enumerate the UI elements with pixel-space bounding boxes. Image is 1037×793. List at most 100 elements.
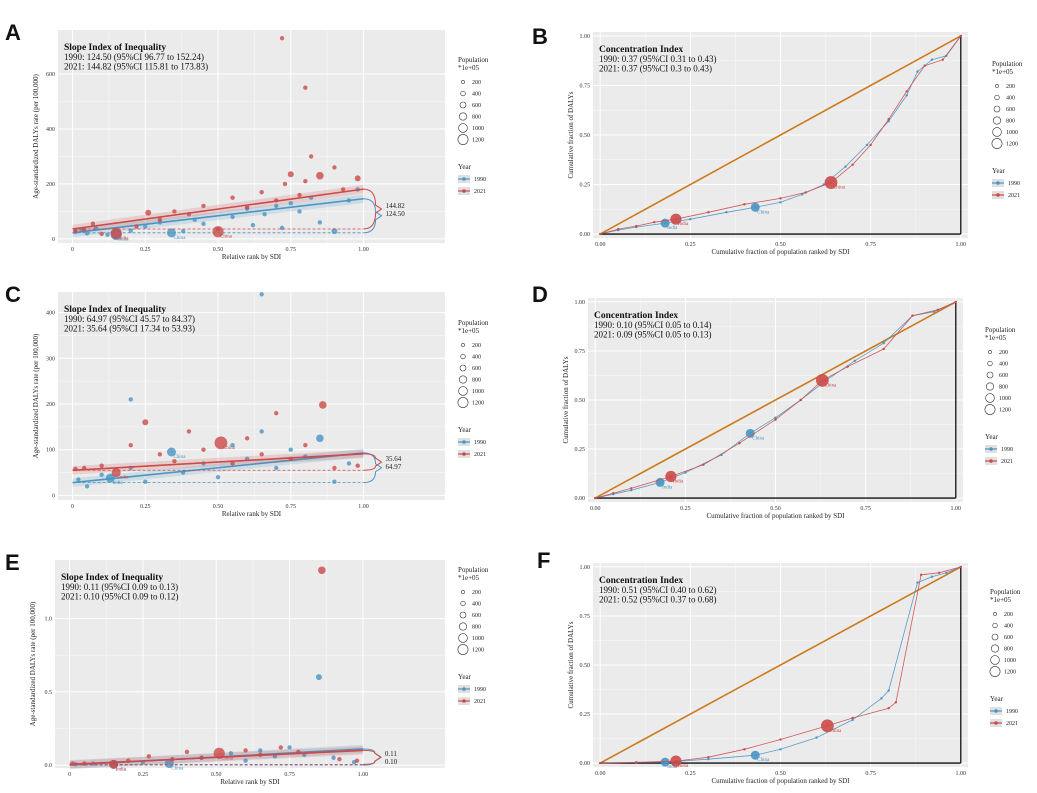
- data-point: [318, 566, 326, 575]
- y-axis-title: Age-standardized DALYs rate (per 100,000…: [32, 333, 40, 458]
- legend-size-label: 600: [1006, 107, 1015, 113]
- country-label: India: [112, 481, 123, 486]
- x-tick-label: 0.75: [286, 504, 297, 510]
- legend-key-point: [462, 177, 466, 181]
- legend-key-point: [462, 699, 466, 703]
- data-point: [184, 749, 190, 755]
- curve-point: [630, 487, 633, 490]
- annotation-line: 1990: 0.10 (95%CI 0.05 to 0.14): [594, 320, 712, 330]
- data-point: [99, 231, 104, 237]
- y-tick-label: 0.25: [580, 712, 591, 718]
- data-point: [213, 747, 225, 759]
- data-point: [315, 674, 322, 681]
- legend-size-label: 600: [1004, 635, 1013, 641]
- country-label: India: [673, 480, 684, 485]
- legend-size-circle: [458, 622, 467, 631]
- country-marker: [750, 202, 760, 212]
- data-point: [337, 757, 342, 762]
- y-tick-label: 0.50: [580, 133, 591, 139]
- annotation-line: 1990: 0.51 (95%CI 0.40 to 0.62): [599, 585, 717, 595]
- data-point: [317, 220, 323, 225]
- data-point: [259, 292, 264, 297]
- legend-size-circle: [992, 622, 998, 629]
- legend-size-circle: [458, 375, 467, 384]
- legend-year-title: Year: [458, 673, 472, 681]
- data-point: [105, 232, 110, 237]
- curve-point: [707, 757, 710, 761]
- y-tick-label: 0.25: [575, 447, 586, 453]
- curve-point: [959, 565, 962, 569]
- legend-size-label: 200: [472, 80, 481, 86]
- y-tick-label: 1.00: [580, 565, 591, 571]
- y-tick-label: 0.00: [580, 232, 591, 238]
- legend-size-label: 200: [472, 590, 481, 596]
- data-point: [287, 171, 294, 178]
- data-point: [201, 447, 206, 452]
- country-label: India: [118, 476, 129, 481]
- data-point: [172, 209, 177, 214]
- legend-size-label: 800: [472, 378, 481, 384]
- y-tick-label: 600: [46, 72, 55, 78]
- legend-size-label: 400: [1006, 96, 1015, 102]
- legend-key-point: [462, 687, 466, 691]
- annotation-line: 2021: 0.37 (95%CI 0.3 to 0.43): [599, 64, 712, 74]
- data-point: [134, 224, 139, 229]
- panel-letter: C: [5, 282, 21, 307]
- legend-size-label: 1000: [999, 396, 1011, 402]
- data-point: [230, 195, 235, 200]
- curve-point: [853, 359, 857, 362]
- data-point: [230, 442, 235, 448]
- panel-a: A 0 0.25 0.50 0.75 1.00 0 200 400 600 Relative ran…: [5, 20, 489, 261]
- curve-point: [869, 143, 872, 147]
- legend-year-label: 1990: [474, 440, 486, 446]
- x-tick-label: 0.00: [595, 242, 606, 248]
- curve-point: [779, 738, 782, 741]
- data-point: [201, 221, 206, 226]
- x-tick-label: 0.25: [685, 771, 696, 777]
- data-point: [128, 228, 133, 233]
- y-tick-label: 0.75: [575, 349, 586, 355]
- data-point: [110, 227, 122, 239]
- legend-size-label: 400: [472, 602, 481, 608]
- legend-year-label: 2021: [1001, 459, 1013, 465]
- legend-size-circle: [990, 644, 999, 653]
- curve-point: [887, 117, 890, 121]
- y-tick-label: 0.75: [580, 83, 591, 89]
- legend-size-label: 1000: [1006, 130, 1018, 136]
- inequality-bracket-2021: [363, 453, 383, 471]
- data-point: [259, 429, 264, 434]
- x-tick-label: 1.00: [956, 242, 967, 248]
- data-point: [331, 755, 336, 760]
- curve-point: [936, 308, 939, 311]
- legend-year-label: 1990: [474, 177, 486, 183]
- legend-size-label: 1200: [1004, 670, 1016, 676]
- data-point: [303, 85, 308, 90]
- end-label: 124.50: [386, 210, 406, 218]
- panel-letter: D: [532, 282, 548, 307]
- legend-size-label: 400: [472, 92, 481, 98]
- y-tick-label: 300: [46, 356, 55, 362]
- legend-size-subtitle: *1e+05: [458, 327, 480, 335]
- data-point: [303, 178, 308, 184]
- annotation-line: 1990: 124.50 (95%CI 96.77 to 152.24): [64, 52, 204, 62]
- curve-point: [945, 571, 948, 575]
- legend-size-circle: [461, 80, 465, 84]
- data-point: [258, 748, 263, 753]
- legend-size-circle: [457, 644, 469, 655]
- legend-year-title: Year: [458, 426, 472, 434]
- y-axis-title: Cumulative fraction of DALYs: [567, 621, 575, 708]
- curve-point: [599, 232, 602, 236]
- legend-size-circle: [985, 393, 995, 403]
- legend-key-point: [994, 709, 998, 713]
- country-label: China: [173, 455, 186, 460]
- legend-size-circle: [990, 655, 1000, 665]
- concentration-curve-2021: [595, 301, 956, 499]
- panel-letter: B: [532, 24, 548, 49]
- x-axis-title: Relative rank by SDI: [220, 778, 280, 786]
- curve-point: [707, 211, 710, 214]
- legend-size-subtitle: *1e+05: [458, 64, 480, 72]
- x-tick-label: 1.00: [956, 771, 967, 777]
- curve-point: [599, 761, 602, 765]
- country-marker: [660, 757, 670, 767]
- country-label: China: [223, 446, 236, 451]
